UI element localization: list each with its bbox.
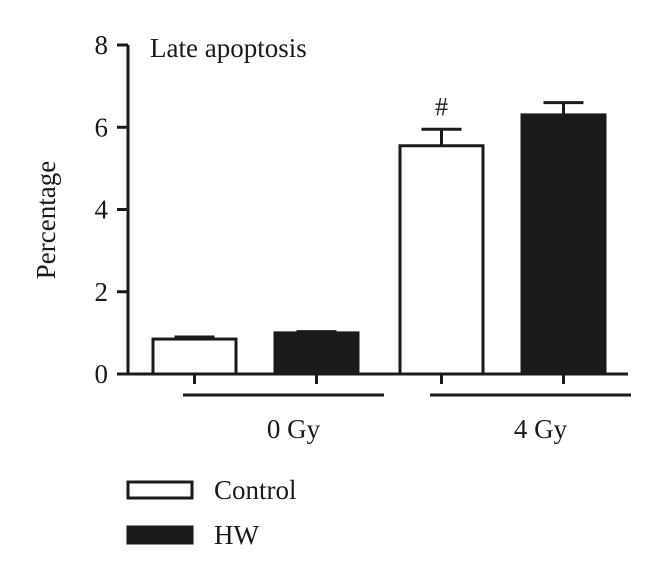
bar-hw-0gy <box>273 331 360 376</box>
chart-annotation: Late apoptosis <box>150 33 307 63</box>
y-tick-label: 2 <box>95 277 109 307</box>
group-label: 0 Gy <box>267 414 321 444</box>
bar-control-0gy <box>151 337 238 376</box>
legend: Control HW <box>126 475 297 550</box>
y-tick-label: 6 <box>95 112 109 142</box>
legend-label-control: Control <box>214 475 297 505</box>
legend-label-hw: HW <box>214 520 259 550</box>
significance-marker: # <box>435 92 448 121</box>
group-label: 4 Gy <box>514 414 568 444</box>
y-axis-label: Percentage <box>31 161 61 279</box>
y-tick-label: 4 <box>95 195 109 225</box>
y-tick-label: 0 <box>95 359 109 389</box>
y-axis-ticks: 0 2 4 6 8 <box>95 30 128 389</box>
group-labels: 0 Gy 4 Gy <box>183 393 631 444</box>
legend-swatch-hw <box>126 525 194 545</box>
y-tick-label: 8 <box>95 30 109 60</box>
bar-control-4gy <box>398 144 485 376</box>
bar-hw-4gy <box>520 113 607 376</box>
legend-swatch-control <box>126 480 194 500</box>
bars: # <box>151 92 607 384</box>
